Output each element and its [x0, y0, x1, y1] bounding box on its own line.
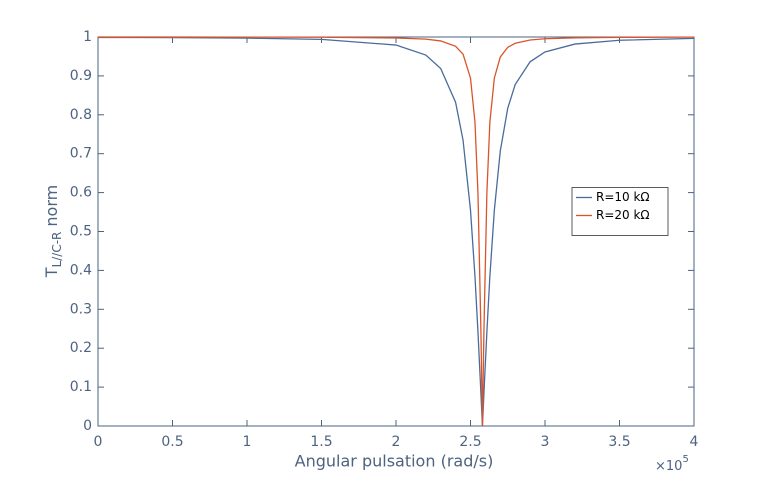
y-tick-label: 0.8 [70, 107, 92, 123]
y-label-suffix: norm [42, 185, 61, 227]
y-tick-label: 0.3 [70, 301, 92, 317]
x-tick-label: 0 [94, 434, 103, 450]
y-tick-label: 0 [83, 418, 92, 434]
y-tick-label: 0.5 [70, 224, 92, 240]
x-multiplier-exponent: 5 [682, 454, 688, 465]
x-multiplier-base: ×10 [655, 459, 682, 474]
series-line [97, 36, 695, 427]
y-axis-label: TL//C-R norm [42, 185, 64, 278]
y-tick-label: 0.6 [70, 185, 92, 201]
y-tick-label: 0.9 [70, 68, 92, 84]
legend: R=10 kΩ R=20 kΩ [571, 187, 669, 236]
x-tick-label: 3.5 [608, 434, 630, 450]
x-tick-label: 2.5 [459, 434, 481, 450]
y-tick-label: 0.2 [70, 340, 92, 356]
y-label-main: T [42, 267, 61, 278]
legend-box [571, 187, 669, 236]
y-tick-label: 1 [83, 29, 92, 45]
x-multiplier: ×105 [655, 454, 689, 474]
legend-label: R=20 kΩ [596, 208, 650, 222]
x-tick-label: 2 [392, 434, 401, 450]
x-tick-label: 3 [541, 434, 550, 450]
x-tick-label: 4 [690, 434, 699, 450]
x-axis-label: Angular pulsation (rad/s) [295, 452, 494, 471]
x-tick-label: 1.5 [310, 434, 332, 450]
legend-label: R=10 kΩ [596, 190, 650, 204]
y-label-subscript: L//C-R [50, 232, 64, 268]
y-tick-label: 0.7 [70, 146, 92, 162]
y-tick-label: 0.4 [70, 262, 92, 278]
x-tick-label: 1 [243, 434, 252, 450]
x-tick-label: 0.5 [161, 434, 183, 450]
y-tick-label: 0.1 [70, 379, 92, 395]
